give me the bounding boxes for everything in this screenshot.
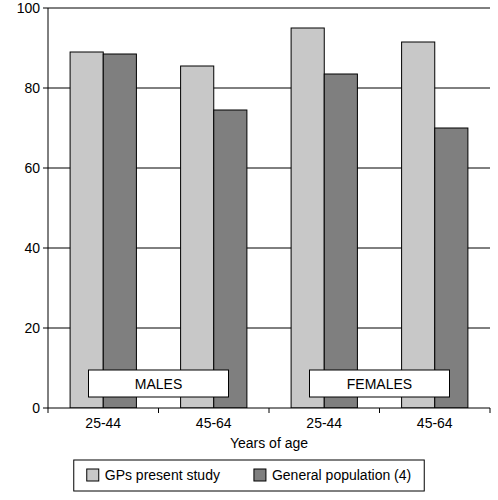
bar: [435, 128, 468, 408]
y-tick: [43, 248, 48, 249]
x-tick-label: 25-44: [85, 415, 121, 431]
y-tick-label: 100: [17, 0, 41, 16]
bar: [181, 66, 214, 408]
y-tick: [43, 168, 48, 169]
x-tick: [379, 408, 380, 413]
background: [0, 0, 498, 500]
annotation: MALES: [135, 376, 182, 392]
legend-swatch: [254, 469, 266, 481]
bar: [402, 42, 435, 408]
y-tick-label: 40: [24, 240, 40, 256]
y-tick-label: 60: [24, 160, 40, 176]
chart-svg: 0 20 40 60 80 100 MALES FEMALES 25-44 45-64 25-44 4…: [0, 0, 498, 500]
x-tick-label: 45-64: [196, 415, 232, 431]
y-tick-label: 80: [24, 80, 40, 96]
x-tick: [269, 408, 270, 413]
y-tick: [43, 88, 48, 89]
chart-container: 0 20 40 60 80 100 MALES FEMALES 25-44 45-64 25-44 4…: [0, 0, 498, 500]
annotation: FEMALES: [347, 376, 412, 392]
bar: [291, 28, 324, 408]
x-tick-label: 25-44: [306, 415, 342, 431]
x-tick: [48, 408, 49, 413]
bar: [103, 54, 136, 408]
x-axis-label: Years of age: [230, 435, 308, 451]
bar: [324, 74, 357, 408]
y-tick: [43, 328, 48, 329]
legend-swatch: [87, 469, 99, 481]
x-tick: [490, 408, 491, 413]
y-tick: [43, 408, 48, 409]
bar: [214, 110, 247, 408]
y-tick: [43, 8, 48, 9]
legend-box: [74, 460, 424, 491]
legend-label: GPs present study: [105, 467, 220, 483]
x-tick-label: 45-64: [417, 415, 453, 431]
x-tick: [158, 408, 159, 413]
legend-label: General population (4): [272, 467, 411, 483]
bars: [70, 28, 468, 408]
annotation-box: [310, 370, 450, 397]
bar: [70, 52, 103, 408]
legend: GPs present study General population (4): [74, 460, 424, 491]
y-tick-label: 20: [24, 320, 40, 336]
y-axis: [48, 8, 49, 408]
grid-line: [48, 8, 490, 9]
annotation-box: [89, 370, 229, 397]
y-tick-label: 0: [32, 400, 40, 416]
